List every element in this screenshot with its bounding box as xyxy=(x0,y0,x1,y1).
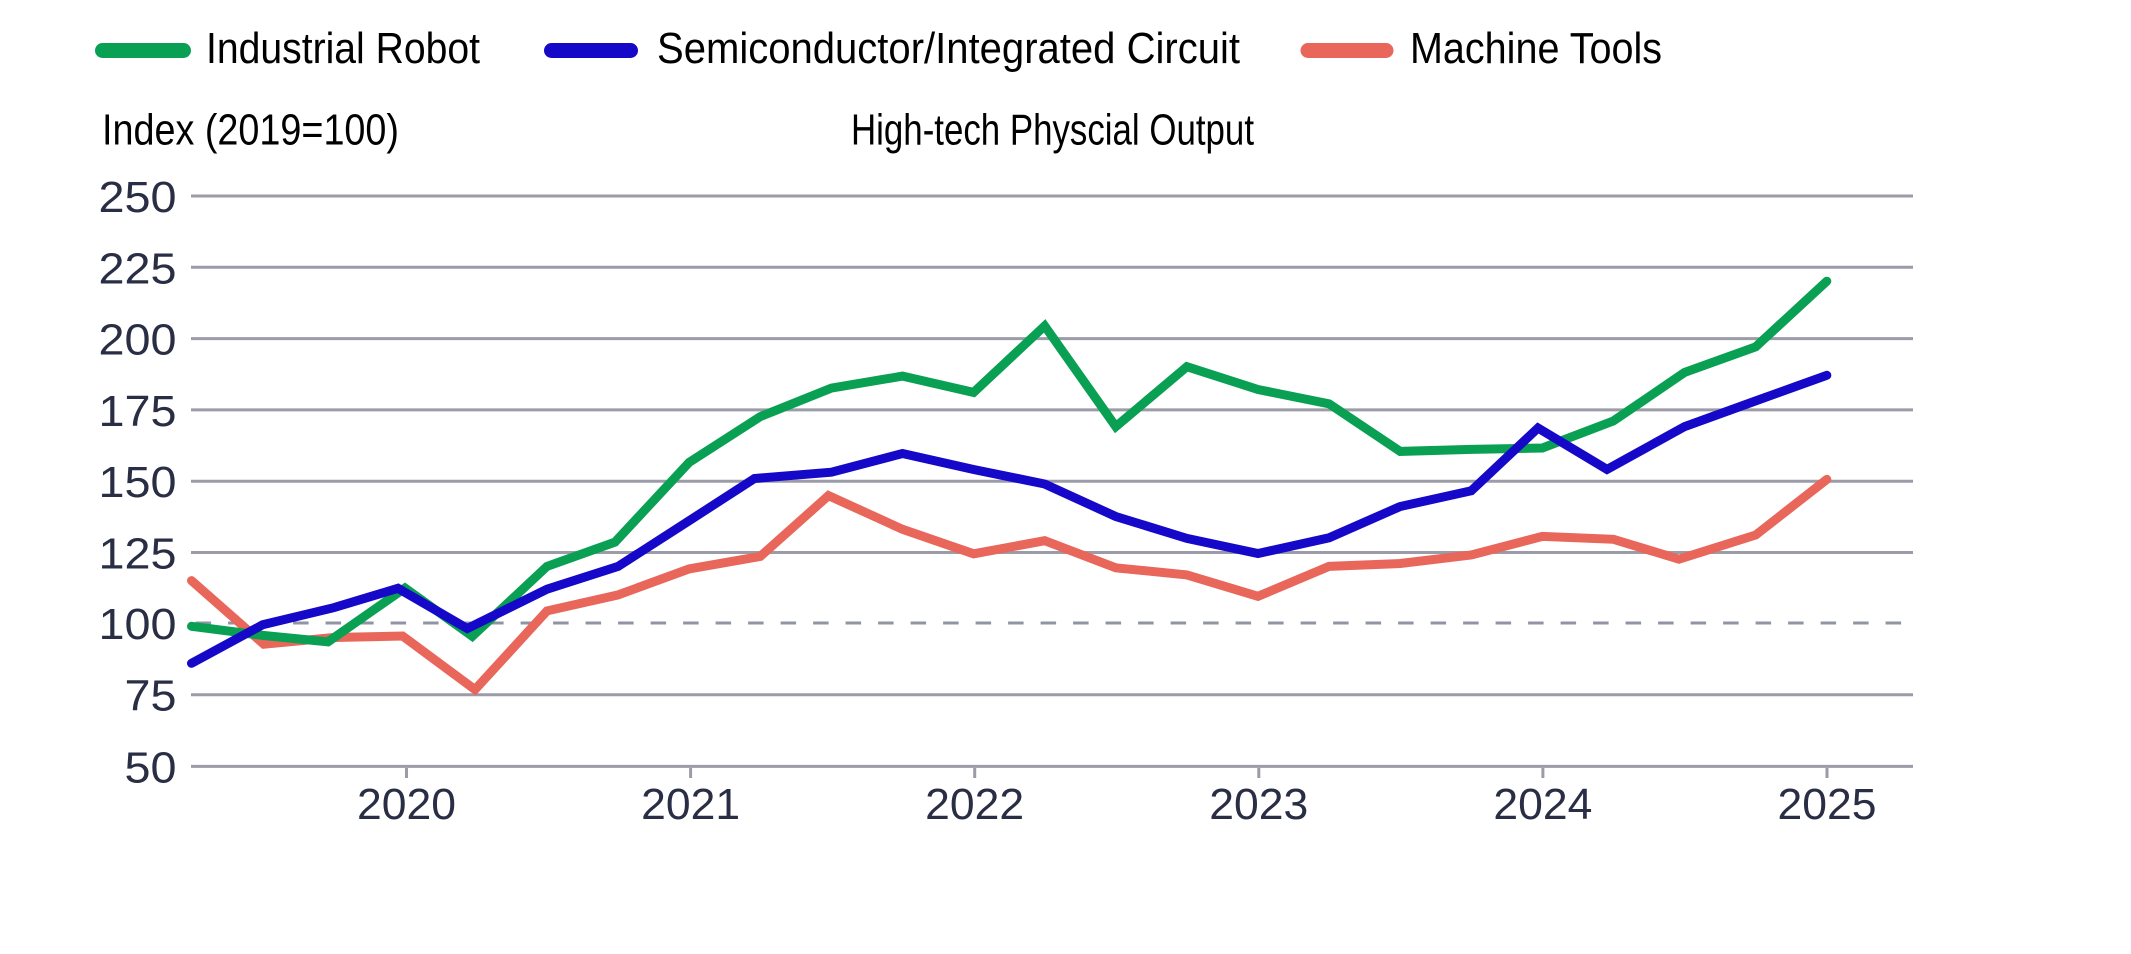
svg-text:125: 125 xyxy=(99,530,177,579)
svg-text:Industrial Robot: Industrial Robot xyxy=(206,24,480,73)
svg-text:75: 75 xyxy=(125,672,177,721)
svg-text:Machine Tools: Machine Tools xyxy=(1410,24,1662,73)
svg-text:150: 150 xyxy=(99,458,177,507)
svg-text:Index (2019=100): Index (2019=100) xyxy=(102,106,399,155)
svg-text:250: 250 xyxy=(99,173,177,222)
svg-text:2022: 2022 xyxy=(925,780,1024,829)
svg-text:175: 175 xyxy=(99,387,177,436)
svg-text:2024: 2024 xyxy=(1493,780,1592,829)
svg-text:2025: 2025 xyxy=(1778,780,1877,829)
svg-text:100: 100 xyxy=(99,600,177,649)
svg-text:High-tech Physcial Output: High-tech Physcial Output xyxy=(851,106,1254,155)
svg-text:50: 50 xyxy=(125,743,177,792)
svg-text:2023: 2023 xyxy=(1209,780,1308,829)
svg-text:2021: 2021 xyxy=(641,780,740,829)
svg-text:200: 200 xyxy=(99,316,177,365)
svg-text:Semiconductor/Integrated Circu: Semiconductor/Integrated Circuit xyxy=(657,24,1240,73)
svg-text:2020: 2020 xyxy=(357,780,456,829)
svg-text:225: 225 xyxy=(99,244,177,293)
